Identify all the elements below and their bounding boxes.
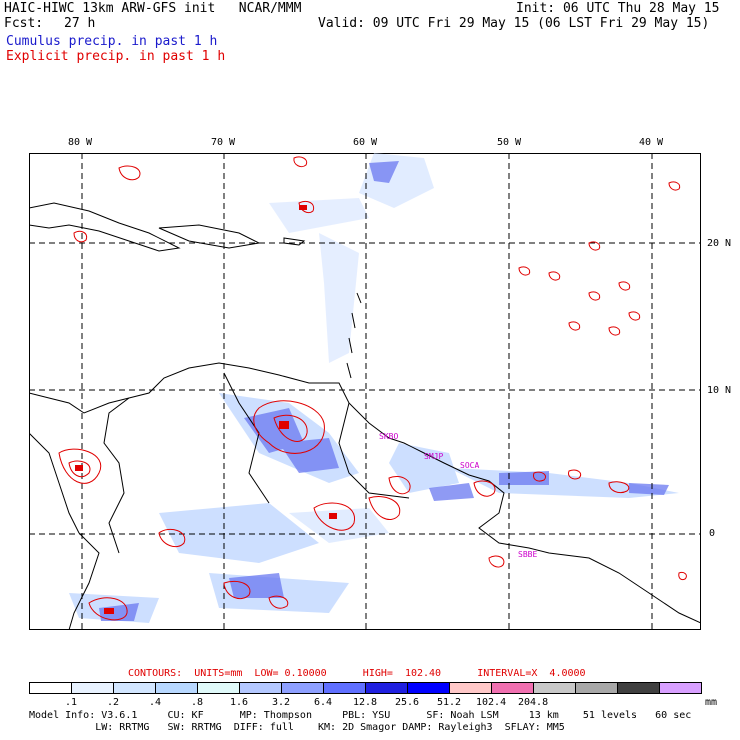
model-info-line1: Model Info: V3.6.1 CU: KF MP: Thompson P… [29, 710, 692, 721]
legend-swatch [71, 682, 114, 694]
coastlines [29, 202, 701, 630]
model-title: HAIC-HIWC 13km ARW-GFS init NCAR/MMM [4, 1, 302, 16]
station-soca: SOCA [460, 461, 480, 470]
legend-swatch [323, 682, 366, 694]
legend-swatch [533, 682, 576, 694]
color-legend [29, 682, 702, 694]
legend-swatch [197, 682, 240, 694]
legend-swatch [155, 682, 198, 694]
forecast-hours: 27 h [64, 16, 96, 31]
legend-tick-label: .2 [107, 697, 120, 708]
lat-label-20n: 20 N [707, 238, 732, 249]
legend-swatch [617, 682, 660, 694]
map-frame [29, 153, 701, 630]
explicit-precip-contours [58, 156, 687, 621]
init-time: Init: 06 UTC Thu 28 May 15 [516, 1, 720, 16]
lon-label-60w: 60 W [353, 137, 378, 148]
legend-tick-label: 6.4 [314, 697, 333, 708]
legend-unit: mm [705, 697, 718, 708]
model-info-line2: LW: RRTMG SW: RRTMG DIFF: full KM: 2D Sm… [29, 722, 565, 733]
legend-swatch [575, 682, 618, 694]
lon-label-50w: 50 W [497, 137, 522, 148]
legend-swatch [659, 682, 702, 694]
legend-tick-label: .1 [65, 697, 78, 708]
legend-swatch [29, 682, 72, 694]
legend-tick-label: 3.2 [272, 697, 291, 708]
legend-swatch [365, 682, 408, 694]
legend-tick-label: 102.4 [476, 697, 507, 708]
lon-label-40w: 40 W [639, 137, 664, 148]
station-skbo: SKBO [379, 432, 399, 441]
forecast-label: Fcst: [4, 16, 44, 31]
valid-time: Valid: 09 UTC Fri 29 May 15 (06 LST Fri … [318, 16, 710, 31]
legend-tick-label: 204.8 [518, 697, 549, 708]
legend-tick-label: 51.2 [437, 697, 462, 708]
legend-tick-label: 1.6 [230, 697, 249, 708]
station-sbbe: SBBE [518, 550, 538, 559]
legend-swatch [281, 682, 324, 694]
contours-info: CONTOURS: UNITS=mm LOW= 0.10000 HIGH= 10… [128, 668, 586, 679]
legend-tick-label: .8 [191, 697, 204, 708]
legend-swatch [407, 682, 450, 694]
explicit-field-label: Explicit precip. in past 1 h [6, 49, 226, 64]
station-smjp: SMJP [424, 452, 444, 461]
legend-swatch [491, 682, 534, 694]
lon-label-70w: 70 W [211, 137, 236, 148]
explicit-precip-cores [75, 205, 337, 614]
legend-tick-label: 12.8 [353, 697, 378, 708]
lon-label-80w: 80 W [68, 137, 93, 148]
precipitation-map [29, 153, 701, 630]
legend-tick-label: 25.6 [395, 697, 420, 708]
cumulus-precip-core [99, 161, 669, 621]
legend-swatch [113, 682, 156, 694]
lat-label-equator: 0 [709, 528, 716, 539]
cumulus-field-label: Cumulus precip. in past 1 h [6, 34, 218, 49]
legend-tick-label: .4 [149, 697, 162, 708]
lat-label-10n: 10 N [707, 385, 732, 396]
legend-swatch [449, 682, 492, 694]
legend-swatch [239, 682, 282, 694]
